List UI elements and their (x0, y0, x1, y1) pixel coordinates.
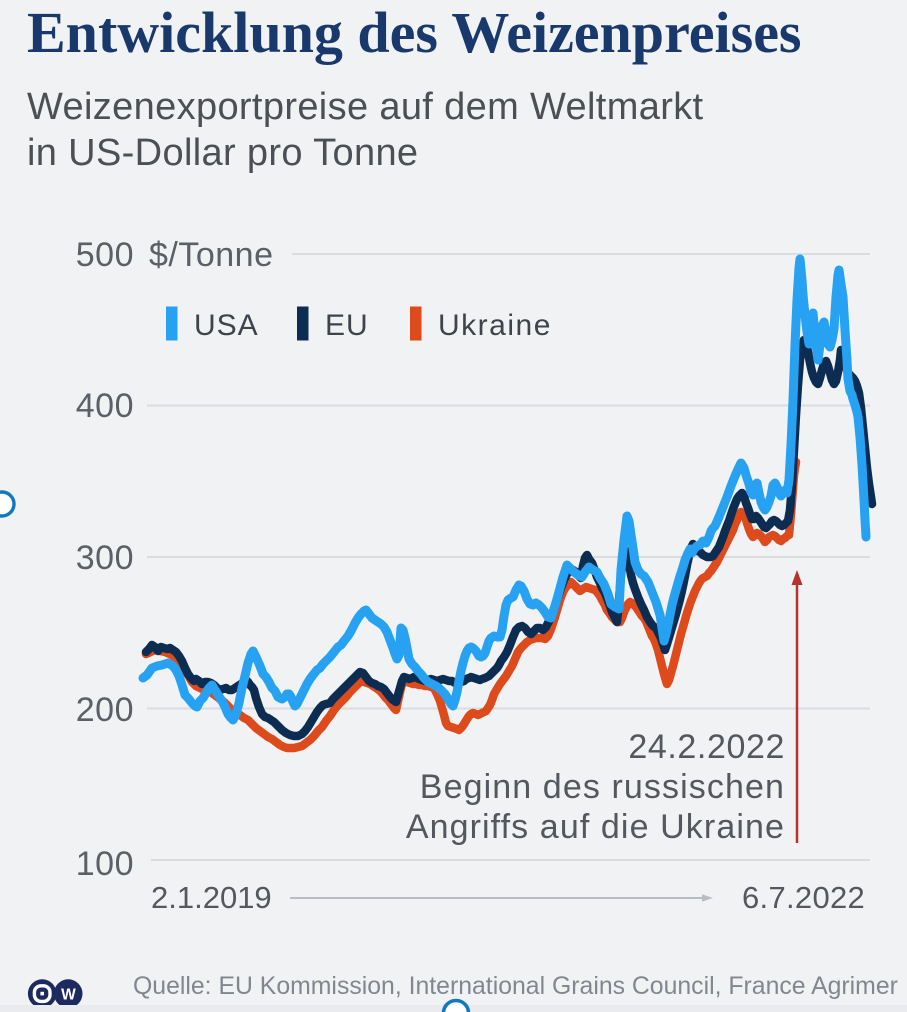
svg-text:500: 500 (76, 236, 134, 274)
svg-text:EU: EU (325, 309, 369, 342)
svg-text:Entwicklung des Weizenpreises: Entwicklung des Weizenpreises (27, 0, 802, 65)
svg-text:Beginn des russischen: Beginn des russischen (420, 768, 785, 806)
svg-text:in US-Dollar pro Tonne: in US-Dollar pro Tonne (27, 132, 418, 174)
svg-text:6.7.2022: 6.7.2022 (742, 880, 865, 915)
svg-text:24.2.2022: 24.2.2022 (628, 728, 785, 766)
svg-text:400: 400 (76, 387, 134, 425)
svg-text:Weizenexportpreise auf dem Wel: Weizenexportpreise auf dem Weltmarkt (27, 86, 704, 128)
svg-text:2.1.2019: 2.1.2019 (151, 880, 272, 915)
svg-text:300: 300 (76, 539, 134, 577)
svg-text:200: 200 (76, 691, 134, 729)
svg-text:USA: USA (194, 309, 259, 342)
svg-text:W: W (61, 986, 76, 1003)
svg-text:Quelle: EU Kommission, Interna: Quelle: EU Kommission, International Gra… (133, 973, 898, 1000)
svg-text:Ukraine: Ukraine (438, 309, 552, 342)
svg-text:Angriffs auf die Ukraine: Angriffs auf die Ukraine (406, 808, 785, 846)
svg-text:100: 100 (76, 845, 134, 883)
svg-text:$/Tonne: $/Tonne (149, 236, 274, 274)
